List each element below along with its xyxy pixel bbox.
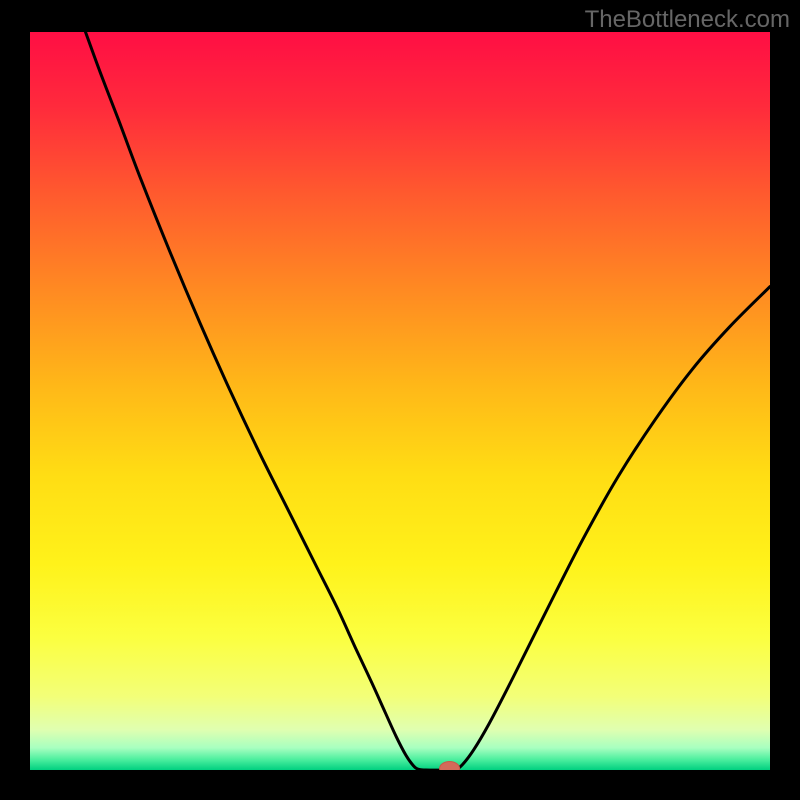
bottleneck-chart <box>0 0 800 800</box>
chart-container: TheBottleneck.com <box>0 0 800 800</box>
watermark-text: TheBottleneck.com <box>585 6 790 34</box>
chart-background <box>30 32 770 770</box>
